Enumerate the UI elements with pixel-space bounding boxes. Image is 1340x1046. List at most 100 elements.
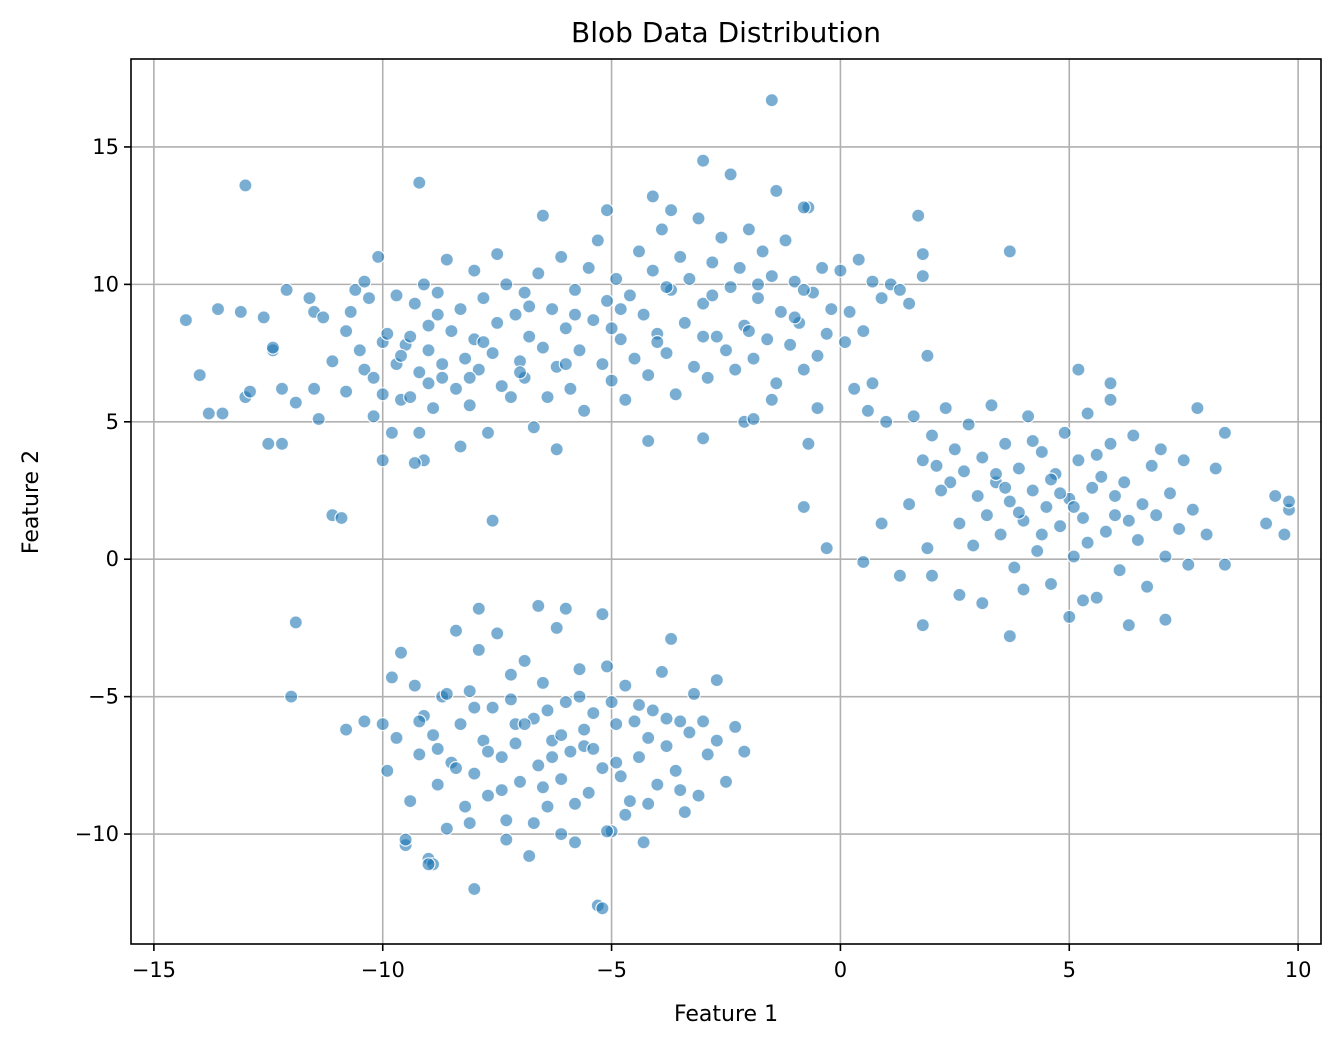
data-point xyxy=(572,662,587,677)
data-point xyxy=(599,824,615,839)
data-point xyxy=(311,411,326,427)
y-tick-label: 0 xyxy=(106,547,119,571)
data-point xyxy=(1103,436,1118,451)
x-tick-label: 0 xyxy=(834,958,847,982)
data-point xyxy=(325,354,340,369)
data-point xyxy=(576,722,592,737)
data-point xyxy=(535,780,551,795)
data-point xyxy=(1075,593,1091,608)
data-point xyxy=(984,398,999,413)
data-point xyxy=(695,153,711,168)
data-point xyxy=(421,857,436,872)
data-point xyxy=(810,348,825,363)
data-point xyxy=(274,381,290,396)
data-point xyxy=(590,233,605,248)
data-point xyxy=(1135,497,1150,512)
data-point xyxy=(874,291,889,306)
data-point xyxy=(901,497,917,512)
data-point xyxy=(453,439,468,454)
data-point xyxy=(755,244,770,259)
data-point xyxy=(526,815,541,831)
data-point xyxy=(796,499,811,515)
data-point xyxy=(567,835,583,850)
data-point xyxy=(645,703,660,718)
data-point xyxy=(787,274,802,289)
data-point xyxy=(586,705,601,721)
data-point xyxy=(586,313,601,328)
data-point xyxy=(1103,392,1118,407)
data-point xyxy=(769,376,784,391)
data-point xyxy=(503,667,518,682)
data-point xyxy=(426,401,441,416)
data-point xyxy=(659,711,674,726)
data-point xyxy=(531,266,546,281)
data-point xyxy=(824,302,839,317)
data-point xyxy=(572,689,587,704)
data-point xyxy=(718,343,734,358)
data-point xyxy=(604,321,619,336)
data-point xyxy=(631,697,647,713)
data-point xyxy=(412,175,427,190)
data-point xyxy=(860,403,876,418)
data-point xyxy=(458,351,473,366)
data-point xyxy=(874,516,889,531)
data-point xyxy=(673,249,688,264)
data-point xyxy=(705,288,720,303)
data-point xyxy=(1011,461,1027,476)
data-point xyxy=(339,384,354,399)
data-point xyxy=(641,433,656,449)
x-tick-label: 5 xyxy=(1063,958,1076,982)
data-point xyxy=(865,274,880,289)
data-point xyxy=(1103,376,1118,391)
data-point xyxy=(558,601,573,616)
data-point xyxy=(631,749,647,765)
data-point xyxy=(563,744,578,759)
data-point xyxy=(732,260,747,275)
data-point xyxy=(549,620,564,636)
data-point xyxy=(856,554,871,570)
data-point xyxy=(1268,488,1283,504)
data-point xyxy=(558,321,573,336)
data-point xyxy=(490,247,505,262)
data-point xyxy=(975,596,990,611)
y-tick-label: 5 xyxy=(106,410,119,434)
data-point xyxy=(284,689,299,704)
data-point xyxy=(554,249,569,264)
data-point xyxy=(1098,524,1114,539)
data-point xyxy=(966,538,981,553)
data-point xyxy=(265,340,280,355)
data-point xyxy=(1002,244,1017,259)
data-point xyxy=(686,686,702,702)
data-point xyxy=(439,821,454,836)
data-point xyxy=(407,455,422,471)
data-point xyxy=(407,678,422,693)
data-point xyxy=(764,269,779,284)
data-point xyxy=(1071,453,1086,468)
plot-frame xyxy=(130,58,1322,945)
data-point xyxy=(636,307,651,322)
y-tick-label: 10 xyxy=(92,272,119,296)
data-point xyxy=(403,329,418,344)
data-point xyxy=(764,392,779,407)
data-point xyxy=(371,249,386,264)
data-point xyxy=(499,832,514,847)
data-point xyxy=(796,362,811,377)
data-point xyxy=(911,208,926,223)
data-point xyxy=(1277,527,1292,542)
data-point xyxy=(609,271,624,286)
data-point xyxy=(494,749,509,765)
data-point xyxy=(847,381,862,396)
data-point xyxy=(192,368,207,383)
data-point xyxy=(416,277,431,292)
data-point xyxy=(796,282,811,297)
data-point xyxy=(645,263,660,278)
data-point xyxy=(1043,472,1059,487)
data-point xyxy=(490,626,505,641)
data-point xyxy=(1085,480,1100,495)
data-point xyxy=(1025,433,1040,449)
data-point xyxy=(1199,527,1214,542)
data-point xyxy=(952,516,967,531)
data-point xyxy=(554,826,569,842)
data-point xyxy=(485,513,500,528)
